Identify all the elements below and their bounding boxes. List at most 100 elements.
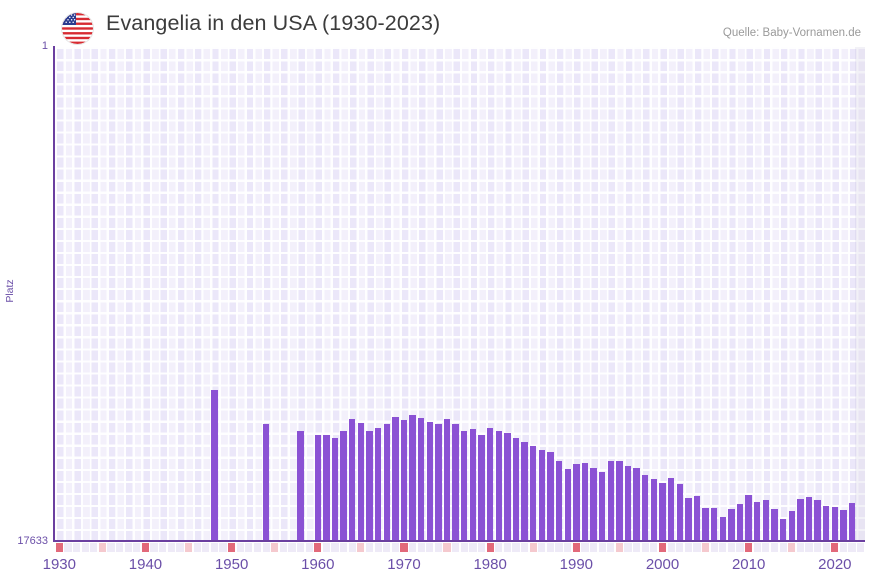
bar-1954[interactable] xyxy=(262,424,270,541)
bar-1963[interactable] xyxy=(340,431,347,541)
bar-1990[interactable] xyxy=(573,464,580,541)
x-tick-1965 xyxy=(357,543,365,552)
x-tick-1981 xyxy=(495,543,503,552)
bar-1966[interactable] xyxy=(366,431,373,541)
column-band xyxy=(589,47,598,541)
bar-1985[interactable] xyxy=(530,446,537,541)
bar-1978[interactable] xyxy=(469,429,477,541)
x-tick-1991 xyxy=(581,543,589,552)
x-tick-2022 xyxy=(848,543,856,552)
bar-1964[interactable] xyxy=(349,419,356,541)
bar-2022[interactable] xyxy=(848,503,856,541)
column-band xyxy=(55,47,64,541)
bar-1965[interactable] xyxy=(357,423,365,541)
bar-2015[interactable] xyxy=(788,511,795,541)
bar-1998[interactable] xyxy=(642,475,649,541)
bar-2001[interactable] xyxy=(667,478,675,541)
bar-1997[interactable] xyxy=(633,468,640,541)
bar-1995[interactable] xyxy=(616,461,623,541)
bar-1988[interactable] xyxy=(555,461,563,541)
x-tick-major-2020 xyxy=(831,543,839,552)
bar-2017[interactable] xyxy=(805,497,813,541)
bar-1973[interactable] xyxy=(426,422,434,541)
bar-1975[interactable] xyxy=(443,419,451,541)
bar-1961[interactable] xyxy=(323,435,330,541)
bar-1980[interactable] xyxy=(486,428,494,541)
bar-1989[interactable] xyxy=(564,469,571,541)
bar-2020[interactable] xyxy=(831,507,839,541)
x-tick-1969 xyxy=(391,543,399,552)
column-band xyxy=(123,47,133,541)
x-axis-label-2020: 2020 xyxy=(818,556,852,573)
bar-2018[interactable] xyxy=(814,500,821,541)
bar-1992[interactable] xyxy=(590,468,597,541)
bar-2007[interactable] xyxy=(719,517,726,541)
x-tick-1955 xyxy=(271,543,279,552)
column-band xyxy=(830,47,840,541)
bar-2005[interactable] xyxy=(702,508,709,541)
bar-2016[interactable] xyxy=(797,499,804,541)
bar-2010[interactable] xyxy=(745,495,752,541)
bar-1979[interactable] xyxy=(478,435,485,541)
x-tick-1944 xyxy=(176,543,184,552)
bar-1977[interactable] xyxy=(461,431,468,541)
bar-1976[interactable] xyxy=(452,424,459,541)
bar-1994[interactable] xyxy=(607,461,614,541)
x-tick-1992 xyxy=(589,543,598,552)
bar-1999[interactable] xyxy=(650,479,658,541)
x-tick-1988 xyxy=(555,543,563,552)
bar-1971[interactable] xyxy=(409,415,416,541)
bar-2011[interactable] xyxy=(754,502,761,541)
x-tick-1949 xyxy=(219,543,227,552)
x-tick-2002 xyxy=(676,543,684,552)
bar-2000[interactable] xyxy=(659,483,666,541)
column-band xyxy=(192,47,202,541)
bar-2021[interactable] xyxy=(840,510,847,541)
bar-1987[interactable] xyxy=(547,452,554,541)
bar-2013[interactable] xyxy=(771,509,778,541)
x-tick-2018 xyxy=(814,543,822,552)
x-tick-1932 xyxy=(72,543,81,552)
bar-1962[interactable] xyxy=(331,438,339,541)
bar-2008[interactable] xyxy=(728,509,735,541)
bar-1972[interactable] xyxy=(418,418,425,541)
x-axis-label-2000: 2000 xyxy=(645,556,680,573)
bar-1981[interactable] xyxy=(495,431,502,541)
x-tick-major-2010 xyxy=(745,543,753,552)
x-tick-major-1960 xyxy=(314,543,322,552)
x-tick-1961 xyxy=(322,543,331,552)
x-tick-major-1980 xyxy=(486,543,494,552)
bar-1984[interactable] xyxy=(521,442,528,541)
x-tick-1963 xyxy=(340,543,348,552)
bar-1958[interactable] xyxy=(297,431,304,541)
bar-1982[interactable] xyxy=(504,433,511,541)
bar-1991[interactable] xyxy=(581,463,589,541)
x-tick-1997 xyxy=(633,543,641,552)
bar-1967[interactable] xyxy=(374,428,382,541)
bar-1996[interactable] xyxy=(624,466,632,541)
x-tick-1954 xyxy=(262,543,270,552)
bar-1970[interactable] xyxy=(400,420,408,541)
bar-1960[interactable] xyxy=(314,435,321,541)
bar-1974[interactable] xyxy=(435,424,442,541)
x-tick-1951 xyxy=(236,543,244,552)
bar-1993[interactable] xyxy=(598,472,606,541)
bar-2019[interactable] xyxy=(823,506,830,541)
bar-1948[interactable] xyxy=(211,390,218,541)
x-axis-label-2010: 2010 xyxy=(731,556,766,573)
bar-2009[interactable] xyxy=(736,504,744,541)
bar-1969[interactable] xyxy=(392,417,399,541)
bar-2004[interactable] xyxy=(693,496,701,541)
bar-2002[interactable] xyxy=(676,484,683,541)
bar-2012[interactable] xyxy=(762,500,770,541)
x-tick-2008 xyxy=(727,543,736,552)
bar-2006[interactable] xyxy=(711,508,718,541)
bar-1968[interactable] xyxy=(383,424,390,541)
bar-2003[interactable] xyxy=(685,498,692,541)
column-band xyxy=(158,47,167,541)
column-band xyxy=(141,47,150,541)
x-tick-1945 xyxy=(184,543,193,552)
bar-1986[interactable] xyxy=(538,450,546,541)
bar-2014[interactable] xyxy=(779,519,787,541)
bar-1983[interactable] xyxy=(512,438,520,541)
